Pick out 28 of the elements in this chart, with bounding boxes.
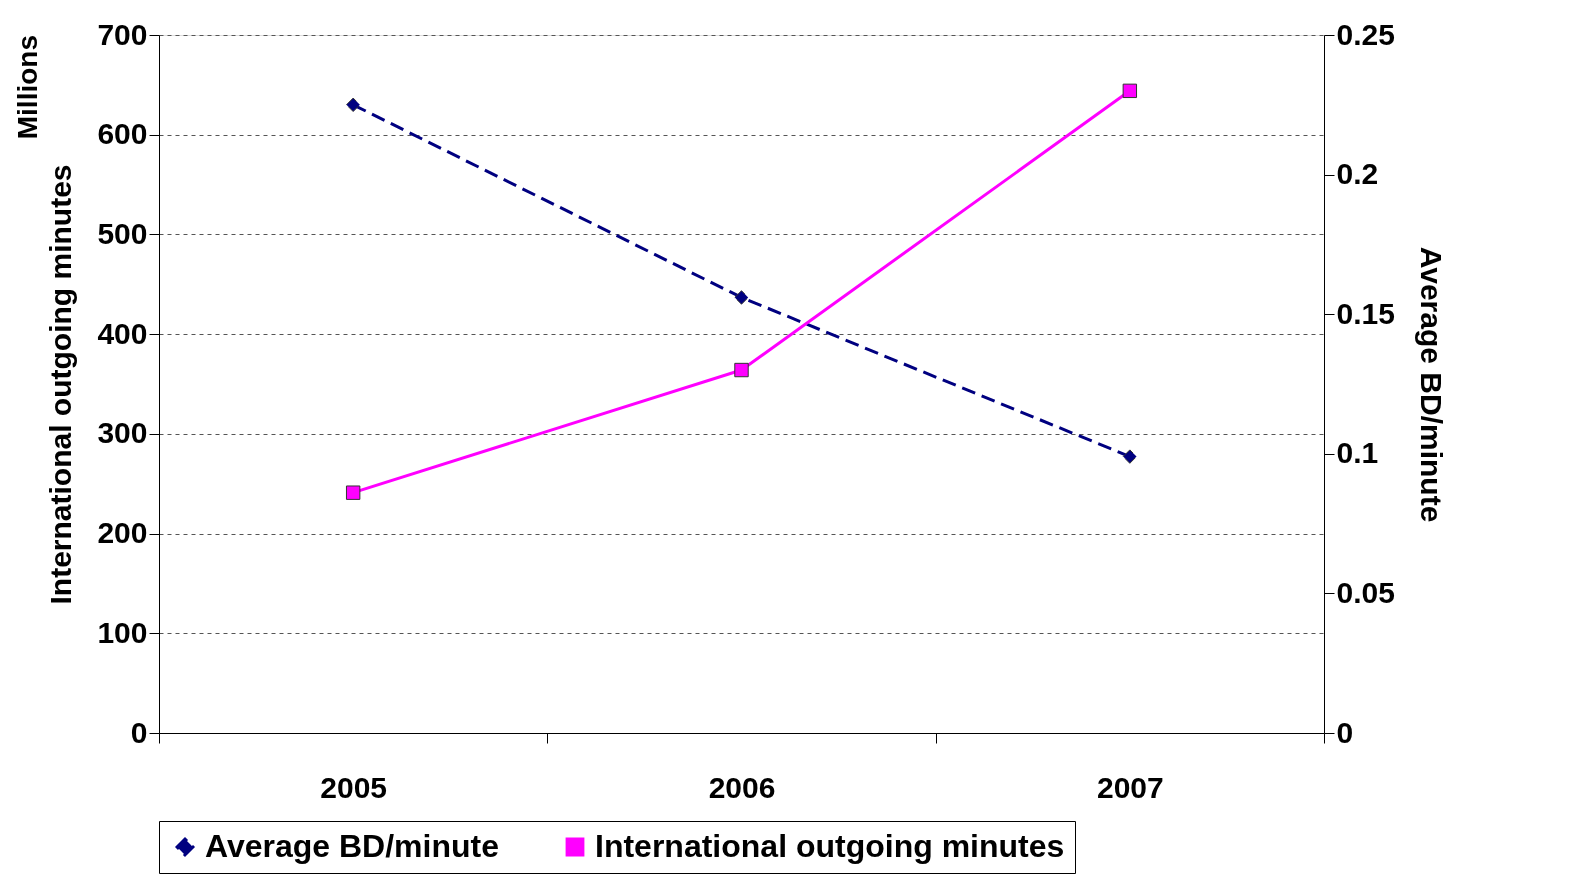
y2-tick-label: 0.15 — [1336, 296, 1395, 330]
y2-tick-label: 0.25 — [1336, 17, 1395, 51]
point — [1122, 449, 1138, 464]
y-tick-label: 0 — [130, 715, 148, 749]
y-tick-label: 600 — [97, 117, 148, 151]
y2-tick-label: 0.1 — [1336, 436, 1379, 470]
y2-tick-label: 0.05 — [1336, 575, 1395, 609]
y2-tick-label: 0.2 — [1336, 157, 1379, 191]
x-tick-label: 2005 — [320, 770, 388, 804]
y-tick-label: 100 — [97, 615, 148, 649]
x-tick-label: 2006 — [708, 770, 776, 804]
legend-label: Average BD/minute — [205, 828, 499, 864]
y-tick-label: 300 — [97, 416, 148, 450]
legend-label: International outgoing minutes — [595, 828, 1065, 864]
point — [345, 97, 361, 113]
point — [734, 362, 749, 378]
point — [345, 485, 361, 500]
y2-tick-label: 0 — [1336, 715, 1354, 749]
y-tick-label: 200 — [97, 516, 148, 550]
point — [1122, 83, 1138, 99]
y-axis-title: International outgoing minutes — [44, 164, 78, 605]
y-tick-label: 400 — [97, 316, 148, 350]
point — [734, 290, 749, 305]
y2-axis-title: Average BD/minute — [1414, 246, 1448, 523]
y-tick-label: 700 — [97, 17, 148, 51]
y-tick-label: 500 — [97, 216, 148, 250]
x-tick-label: 2007 — [1096, 770, 1164, 804]
text: Millions — [12, 35, 43, 140]
